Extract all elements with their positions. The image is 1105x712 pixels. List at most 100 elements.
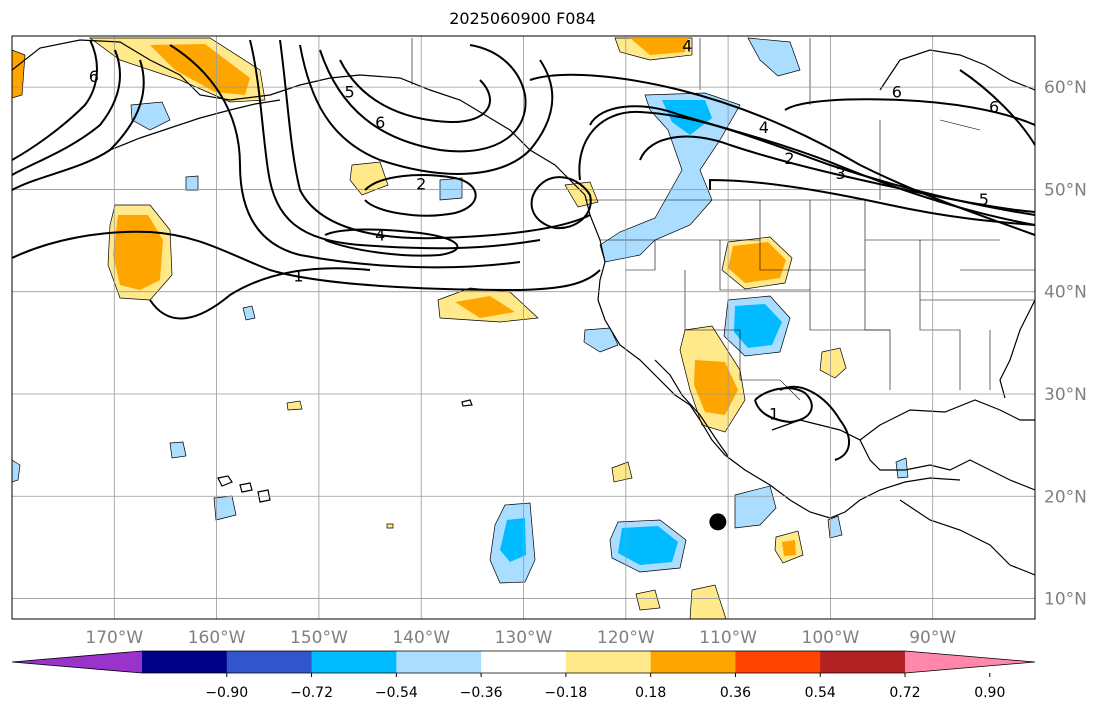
map-area — [12, 36, 1035, 619]
colorbar: −0.90 −0.72 −0.54 −0.36 −0.18 0.18 0.36 0.54 0.7… — [11, 650, 1036, 701]
negative-anomaly-patch — [747, 37, 801, 77]
contour-label: 4 — [375, 226, 385, 245]
hudson-bay-region — [879, 49, 1035, 91]
central-america — [899, 499, 1035, 576]
contour-label: 5 — [979, 190, 989, 209]
contour-line — [12, 49, 121, 176]
colorbar-segment — [481, 651, 567, 673]
map-title: 2025060900 F084 — [449, 9, 596, 28]
anomaly-shading — [12, 37, 909, 619]
colorbar-segment — [142, 651, 228, 673]
contour-label: 2 — [416, 174, 426, 193]
positive-anomaly-patch — [635, 589, 661, 611]
contour-line — [169, 44, 521, 269]
contour-line — [149, 267, 371, 320]
positive-anomaly-patch — [286, 400, 303, 411]
colorbar-segment — [311, 651, 397, 673]
gulf-of-mexico-coast — [771, 419, 1035, 491]
colorbar-segment — [820, 651, 906, 673]
gulf-coast-usa — [859, 399, 1035, 441]
contour-label: 2 — [784, 149, 794, 168]
colorbar-segment — [226, 651, 313, 673]
contour-line — [249, 39, 541, 250]
contour-label: 5 — [344, 82, 354, 101]
positive-anomaly-patch — [728, 242, 786, 283]
longitude-tick-label: 150°W — [290, 628, 348, 648]
colorbar-tick-label: 0.36 — [720, 685, 751, 701]
latitude-tick-labels: 60°N 50°N 40°N 30°N 20°N 10°N — [1044, 78, 1087, 609]
contour-line — [959, 69, 1035, 146]
contour-label: 1 — [293, 266, 303, 285]
latitude-tick-label: 50°N — [1044, 180, 1087, 200]
negative-anomaly-patch — [583, 327, 619, 353]
colorbar-segment — [650, 651, 736, 673]
latitude-tick-label: 30°N — [1044, 385, 1087, 405]
contour-line — [339, 59, 491, 124]
contour-line — [779, 385, 850, 461]
negative-anomaly-patch — [169, 441, 187, 459]
longitude-tick-label: 140°W — [392, 628, 450, 648]
contour-line — [299, 44, 554, 175]
longitude-tick-label: 130°W — [495, 628, 553, 648]
negative-anomaly-patch — [500, 518, 526, 562]
colorbar-tick-label: −0.54 — [375, 685, 418, 701]
positive-anomaly-patch — [819, 347, 847, 379]
longitude-tick-label: 90°W — [909, 628, 956, 648]
contour-label: 6 — [89, 67, 99, 86]
negative-anomaly-patch — [895, 457, 909, 479]
negative-anomaly-patch — [827, 515, 843, 539]
negative-anomaly-patch — [439, 177, 463, 201]
negative-anomaly-patch — [734, 304, 782, 348]
latitude-tick-label: 10°N — [1044, 590, 1087, 610]
contour-label: 1 — [769, 405, 779, 424]
colorbar-tick-label: −0.36 — [460, 685, 503, 701]
colorbar-tick-label: −0.72 — [290, 685, 333, 701]
negative-anomaly-patch — [185, 175, 199, 191]
east-coast — [999, 299, 1035, 399]
contour-line — [12, 59, 145, 191]
contour-line — [530, 176, 592, 230]
revillagigedo-island — [461, 399, 473, 407]
colorbar-tick-label: −0.18 — [544, 685, 587, 701]
negative-anomaly-patch — [599, 92, 741, 263]
latitude-tick-label: 60°N — [1044, 78, 1087, 98]
contour-label: 6 — [989, 98, 999, 117]
longitude-tick-label: 170°W — [85, 628, 143, 648]
aleutian-islands — [109, 99, 281, 151]
contour-line — [754, 387, 813, 424]
colorbar-tick-label: 0.18 — [635, 685, 666, 701]
colorbar-segment — [396, 651, 482, 673]
contour-label: 4 — [759, 118, 769, 137]
hawaii — [217, 475, 271, 503]
contour-line — [639, 135, 1035, 213]
longitude-tick-label: 160°W — [188, 628, 246, 648]
negative-anomaly-patch — [242, 305, 256, 321]
longitude-tick-label: 110°W — [699, 628, 757, 648]
negative-anomaly-patch — [213, 495, 237, 521]
negative-anomaly-patch — [12, 459, 21, 483]
contour-line — [12, 230, 601, 292]
contour-line — [589, 105, 1035, 226]
colorbar-tick-label: −0.90 — [205, 685, 248, 701]
positive-anomaly-patch — [455, 296, 515, 318]
colorbar-tick-label: 0.90 — [974, 685, 1005, 701]
colorbar-extend-low — [12, 651, 142, 673]
contour-line — [364, 174, 477, 217]
positive-anomaly-patch — [349, 161, 389, 196]
positive-anomaly-patch — [689, 584, 727, 619]
colorbar-segment — [565, 651, 652, 673]
colorbar-segment — [735, 651, 821, 673]
contour-line — [709, 178, 1035, 226]
colorbar-outline — [11, 650, 1036, 674]
colorbar-tick-label: 0.72 — [889, 685, 920, 701]
positive-anomaly-patch — [694, 360, 738, 415]
positive-anomaly-patch — [782, 540, 796, 556]
longitude-tick-labels: 170°W 160°W 150°W 140°W 130°W 120°W 110°W 100°W… — [85, 628, 956, 648]
positive-anomaly-patch — [386, 523, 394, 529]
coastlines — [12, 39, 1035, 576]
positive-anomaly-patch — [611, 461, 633, 483]
latitude-tick-label: 20°N — [1044, 487, 1087, 507]
contour-line — [12, 39, 98, 161]
